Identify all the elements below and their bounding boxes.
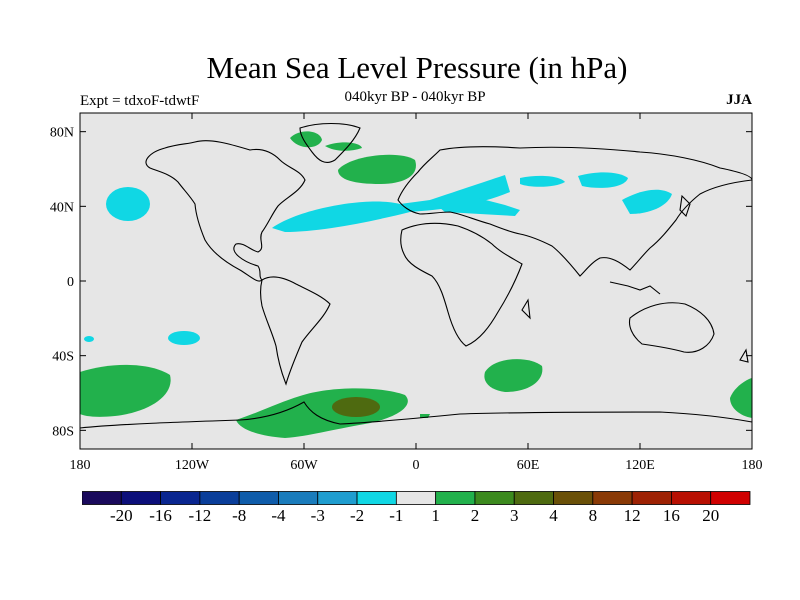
- negative-anomaly-regions: [84, 172, 672, 345]
- anomaly-siberia-east: [578, 172, 628, 188]
- colorbar: [82, 491, 751, 505]
- anomaly-weddell-sea: [332, 397, 380, 417]
- map-panel: 80N 40N 0 40S 80S 180 120W 60W 0 60E 120E 180: [50, 112, 763, 473]
- anomaly-mediterranean: [430, 196, 520, 216]
- coast-eurasia: [397, 146, 753, 277]
- anomaly-south-pacific-east: [730, 378, 752, 418]
- experiment-label: Expt = tdxoF-tdwtF: [80, 93, 200, 109]
- colorbar-label: -20: [109, 506, 133, 525]
- anomaly-siberia-west: [520, 175, 565, 187]
- colorbar-swatch: [317, 491, 358, 505]
- colorbar-label: -12: [188, 506, 212, 525]
- x-tick-label: 60E: [517, 458, 540, 473]
- colorbar-label: -3: [310, 506, 325, 525]
- anomaly-south-indian: [484, 359, 543, 392]
- colorbar-label: 4: [549, 506, 558, 525]
- colorbar-swatch: [592, 491, 633, 505]
- colorbar-label: -8: [232, 506, 247, 525]
- colorbar-swatch: [120, 491, 161, 505]
- colorbar-swatch: [238, 491, 279, 505]
- pressure-anomaly-fields: [80, 131, 752, 438]
- colorbar-swatch: [356, 491, 397, 505]
- colorbar-label: 16: [662, 506, 680, 525]
- coast-africa: [400, 222, 523, 347]
- chart-subtitle: 040kyr BP - 040kyr BP: [344, 89, 486, 105]
- anomaly-greenland-sea: [338, 154, 416, 184]
- anomaly-south-pacific: [168, 331, 200, 345]
- strong-positive-anomaly-regions: [332, 397, 380, 417]
- coast-antarctica: [79, 401, 753, 429]
- colorbar-swatch: [513, 491, 554, 505]
- colorbar-swatch: [474, 491, 515, 505]
- colorbar-swatch: [631, 491, 672, 505]
- colorbar-swatch: [160, 491, 201, 505]
- season-label: JJA: [726, 92, 752, 108]
- colorbar-label: -16: [149, 506, 172, 525]
- colorbar-swatch: [671, 491, 712, 505]
- x-tick-label: 180: [70, 458, 91, 473]
- anomaly-east-asia: [622, 189, 672, 214]
- colorbar-label: -2: [349, 506, 365, 525]
- anomaly-south-pacific-west: [84, 336, 94, 342]
- colorbar-swatch: [82, 491, 122, 505]
- coast-south-america: [259, 276, 331, 386]
- anomaly-north-pacific: [106, 187, 150, 221]
- colorbar-swatch: [199, 491, 240, 505]
- colorbar-swatch: [278, 491, 319, 505]
- x-tick-label: 120W: [175, 458, 210, 473]
- colorbar-label: -1: [389, 506, 404, 525]
- colorbar-swatch: [395, 491, 437, 505]
- colorbar-swatch: [435, 491, 476, 505]
- x-tick-label: 180: [742, 458, 763, 473]
- colorbar-label: 12: [623, 506, 641, 525]
- x-tick-label: 60W: [290, 458, 318, 473]
- colorbar-label: 8: [588, 506, 598, 525]
- y-tick-label: 0: [67, 275, 74, 290]
- coast-japan: [679, 194, 691, 218]
- colorbar-label: 1: [431, 506, 440, 525]
- anomaly-south-pacific-high: [80, 364, 171, 417]
- positive-anomaly-regions: [80, 131, 752, 438]
- coast-indonesia: [609, 281, 661, 295]
- colorbar-label: 3: [509, 506, 519, 525]
- axis-ticks: 80N 40N 0 40S 80S 180 120W 60W 0 60E 120E 180: [50, 113, 763, 473]
- colorbar-swatch: [553, 491, 594, 505]
- x-tick-label: 0: [413, 458, 420, 473]
- anomaly-north-atlantic: [272, 175, 510, 232]
- coast-madagascar: [521, 298, 531, 320]
- colorbar-label: 20: [702, 506, 720, 525]
- colorbar-swatch: [710, 491, 751, 505]
- colorbar-label: 2: [470, 506, 480, 525]
- coastlines: [79, 122, 753, 429]
- anomaly-iceland: [325, 142, 362, 151]
- coast-greenland: [299, 122, 361, 163]
- coast-australia: [628, 302, 715, 353]
- x-tick-label: 120E: [625, 458, 655, 473]
- y-tick-label: 80S: [52, 424, 74, 439]
- coast-north-america: [145, 140, 306, 282]
- y-tick-label: 80N: [50, 126, 74, 141]
- y-tick-label: 40S: [52, 350, 74, 365]
- y-tick-label: 40N: [50, 200, 74, 215]
- chart-title: Mean Sea Level Pressure (in hPa): [206, 50, 628, 85]
- anomaly-greenland: [290, 131, 322, 148]
- map-background: [80, 113, 752, 449]
- colorbar-label: -4: [271, 506, 286, 525]
